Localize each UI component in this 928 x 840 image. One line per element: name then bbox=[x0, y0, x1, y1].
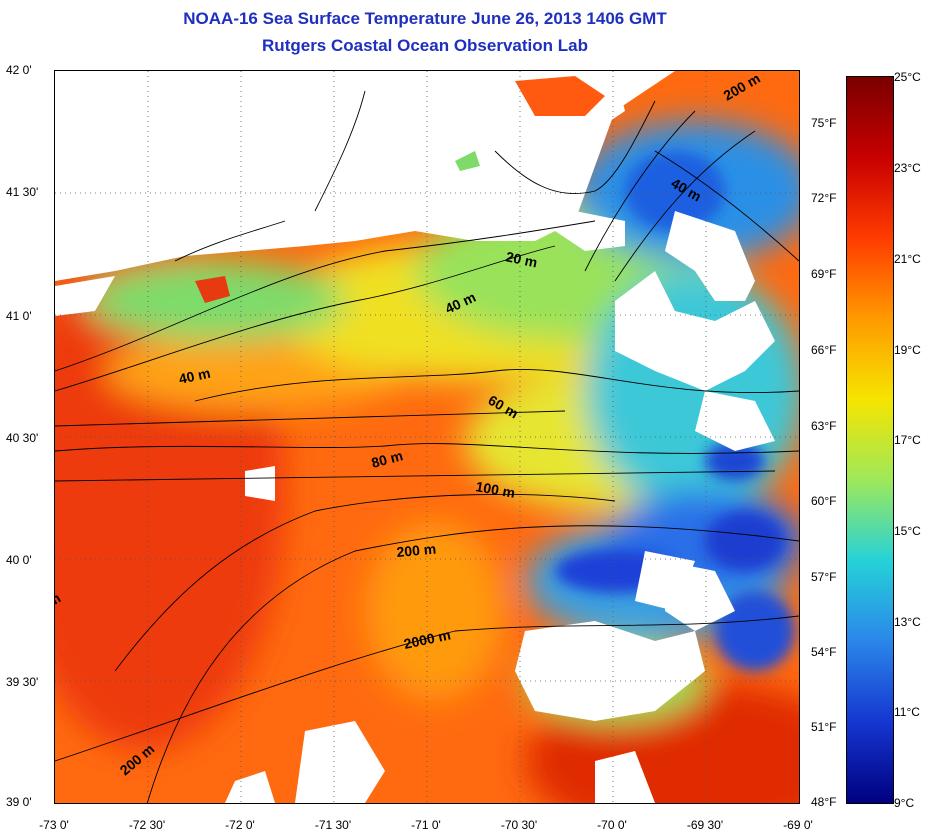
fahrenheit-label: 60°F bbox=[811, 494, 837, 508]
map-title: NOAA-16 Sea Surface Temperature June 26,… bbox=[183, 9, 667, 28]
sst-map-graphic: 20 m 40 m 40 m 40 m 60 m 80 m 100 m 200 … bbox=[55, 71, 799, 803]
inland-water-patches bbox=[195, 76, 605, 303]
isobath-label: 80 m bbox=[370, 447, 405, 471]
isobath-label: 100 m bbox=[474, 478, 516, 501]
latitude-label: 40 30' bbox=[6, 431, 39, 445]
fahrenheit-label: 51°F bbox=[811, 720, 837, 734]
longitude-label: -69 0' bbox=[783, 818, 813, 832]
temperature-colorbar bbox=[846, 76, 894, 804]
latitude-label: 41 0' bbox=[6, 309, 32, 323]
isobath-label: 200 m bbox=[396, 541, 437, 560]
fahrenheit-label: 66°F bbox=[811, 343, 837, 357]
celsius-label: 25°C bbox=[894, 70, 921, 84]
longitude-label: -73 0' bbox=[39, 818, 69, 832]
longitude-label: -72 0' bbox=[225, 818, 255, 832]
isobath-label: 20 m bbox=[504, 248, 539, 270]
longitude-label: -71 30' bbox=[314, 818, 352, 832]
celsius-label: 15°C bbox=[894, 524, 921, 538]
latitude-label: 40 0' bbox=[6, 553, 32, 567]
longitude-label: -69 30' bbox=[686, 818, 724, 832]
celsius-label: 13°C bbox=[894, 615, 921, 629]
longitude-label: -70 30' bbox=[500, 818, 538, 832]
celsius-label: 11°C bbox=[894, 705, 920, 719]
celsius-label: 21°C bbox=[894, 252, 921, 266]
celsius-label: 9°C bbox=[894, 796, 915, 810]
fahrenheit-label: 69°F bbox=[811, 267, 837, 281]
fahrenheit-label: 48°F bbox=[811, 795, 837, 809]
latitude-label: 39 30' bbox=[6, 675, 39, 689]
celsius-label: 19°C bbox=[894, 343, 921, 357]
isobath-label: m bbox=[55, 590, 63, 610]
isobath-label: 40 m bbox=[177, 365, 212, 387]
latitude-label: 42 0' bbox=[6, 63, 32, 77]
celsius-label: 17°C bbox=[894, 433, 921, 447]
latitude-label: 41 30' bbox=[6, 185, 39, 199]
longitude-label: -70 0' bbox=[597, 818, 627, 832]
longitude-label: -72 30' bbox=[128, 818, 166, 832]
longitude-label: -71 0' bbox=[411, 818, 441, 832]
fahrenheit-label: 57°F bbox=[811, 570, 837, 584]
fahrenheit-label: 63°F bbox=[811, 419, 837, 433]
fahrenheit-label: 54°F bbox=[811, 645, 837, 659]
isobath-lines bbox=[55, 90, 799, 803]
fahrenheit-label: 72°F bbox=[811, 191, 837, 205]
fahrenheit-label: 75°F bbox=[811, 116, 837, 130]
latitude-label: 39 0' bbox=[6, 795, 32, 809]
graticule bbox=[55, 71, 799, 803]
sst-map: 20 m 40 m 40 m 40 m 60 m 80 m 100 m 200 … bbox=[54, 70, 800, 804]
celsius-label: 23°C bbox=[894, 161, 921, 175]
map-subtitle: Rutgers Coastal Ocean Observation Lab bbox=[262, 36, 588, 55]
